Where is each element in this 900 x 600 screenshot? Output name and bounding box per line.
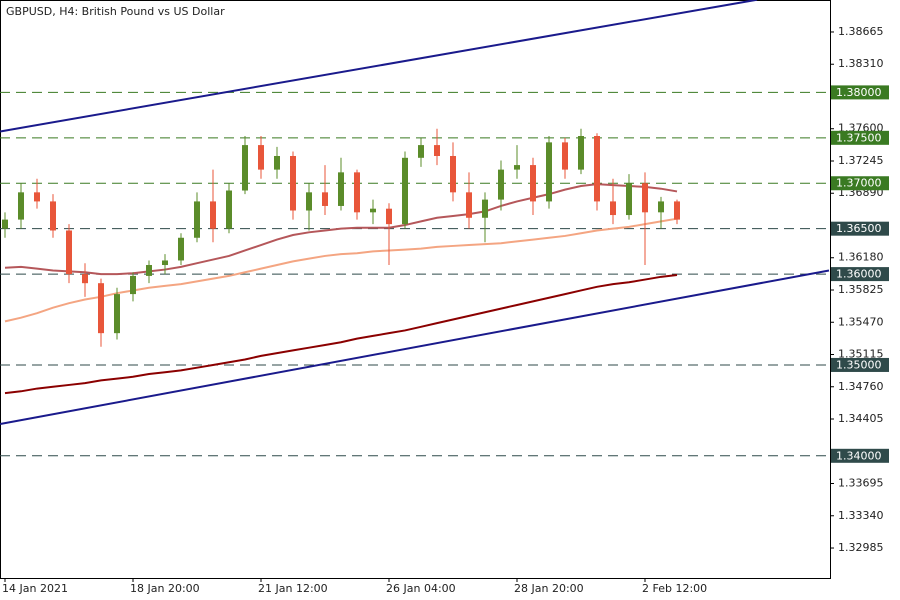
y-tick-label: 1.38310 (838, 57, 884, 70)
y-tick-label: 1.34405 (838, 412, 884, 425)
level-box (831, 267, 889, 282)
candle-body (194, 201, 200, 238)
x-tick-label: 26 Jan 04:00 (386, 582, 456, 595)
candle-body (546, 142, 552, 202)
trendline (0, 0, 758, 133)
candle-body (578, 136, 584, 170)
candle-body (66, 230, 72, 275)
y-tick-label: 1.37245 (838, 154, 884, 167)
candle-body (34, 192, 40, 202)
trendline (0, 269, 830, 425)
candle-body (306, 192, 312, 211)
candle-body (290, 155, 296, 211)
y-tick-label: 1.33340 (838, 509, 884, 522)
candle-body (418, 145, 424, 158)
candle-body (242, 145, 248, 191)
x-tick-label: 28 Jan 20:00 (514, 582, 584, 595)
candle-body (322, 192, 328, 206)
plot-frame (0, 0, 831, 579)
level-box (831, 448, 889, 463)
candle-body (338, 172, 344, 206)
candle-body (210, 201, 216, 229)
candle-body (130, 275, 136, 295)
candle-body (146, 265, 152, 276)
candle-body (674, 201, 680, 220)
candle-body (594, 136, 600, 202)
y-tick-label: 1.35825 (838, 283, 884, 296)
level-label: 1.37500 (836, 131, 882, 144)
candle-body (178, 237, 184, 261)
x-tick-label: 14 Jan 2021 (2, 582, 68, 595)
candle-body (434, 145, 440, 156)
candle-body (114, 294, 120, 334)
candle-body (50, 201, 56, 231)
candle-body (482, 199, 488, 218)
average-line (4, 274, 678, 395)
level-label: 1.34000 (836, 449, 882, 462)
y-tick-label: 1.35115 (838, 348, 884, 361)
y-tick-label: 1.32985 (838, 541, 884, 554)
level-label: 1.36500 (836, 222, 882, 235)
level-box (831, 85, 889, 100)
chart-title: GBPUSD, H4: British Pound vs US Dollar (6, 5, 225, 18)
candle-body (466, 192, 472, 218)
candle-body (530, 165, 536, 202)
level-label: 1.36000 (836, 268, 882, 281)
level-box (831, 221, 889, 236)
candle-body (610, 201, 616, 216)
y-tick-label: 1.35470 (838, 315, 884, 328)
average-line (4, 183, 678, 276)
y-tick-label: 1.36180 (838, 251, 884, 264)
candle-body (354, 172, 360, 213)
candle-body (658, 201, 664, 213)
level-box (831, 176, 889, 191)
candle-body (258, 145, 264, 170)
candle-body (562, 142, 568, 170)
y-tick-label: 1.33695 (838, 477, 884, 490)
candle-body (402, 157, 408, 225)
candle-body (162, 260, 168, 266)
candle-body (642, 183, 648, 213)
candle-body (18, 192, 24, 220)
x-tick-label: 18 Jan 20:00 (130, 582, 200, 595)
candle-body (98, 283, 104, 334)
candle-body (498, 169, 504, 200)
candle-body (370, 208, 376, 213)
level-box (831, 130, 889, 145)
candle-body (450, 155, 456, 193)
candle-body (386, 208, 392, 225)
level-box (831, 357, 889, 372)
level-label: 1.37000 (836, 177, 882, 190)
level-label: 1.35000 (836, 358, 882, 371)
y-tick-label: 1.34760 (838, 380, 884, 393)
candle-body (226, 190, 232, 229)
y-tick-label: 1.38665 (838, 25, 884, 38)
x-tick-label: 2 Feb 12:00 (642, 582, 707, 595)
candle-body (82, 274, 88, 284)
level-label: 1.38000 (836, 86, 882, 99)
candle-body (2, 219, 8, 229)
candle-body (274, 155, 280, 170)
candle-body (514, 165, 520, 170)
candle-body (626, 183, 632, 216)
x-tick-label: 21 Jan 12:00 (258, 582, 328, 595)
plot (0, 0, 830, 457)
